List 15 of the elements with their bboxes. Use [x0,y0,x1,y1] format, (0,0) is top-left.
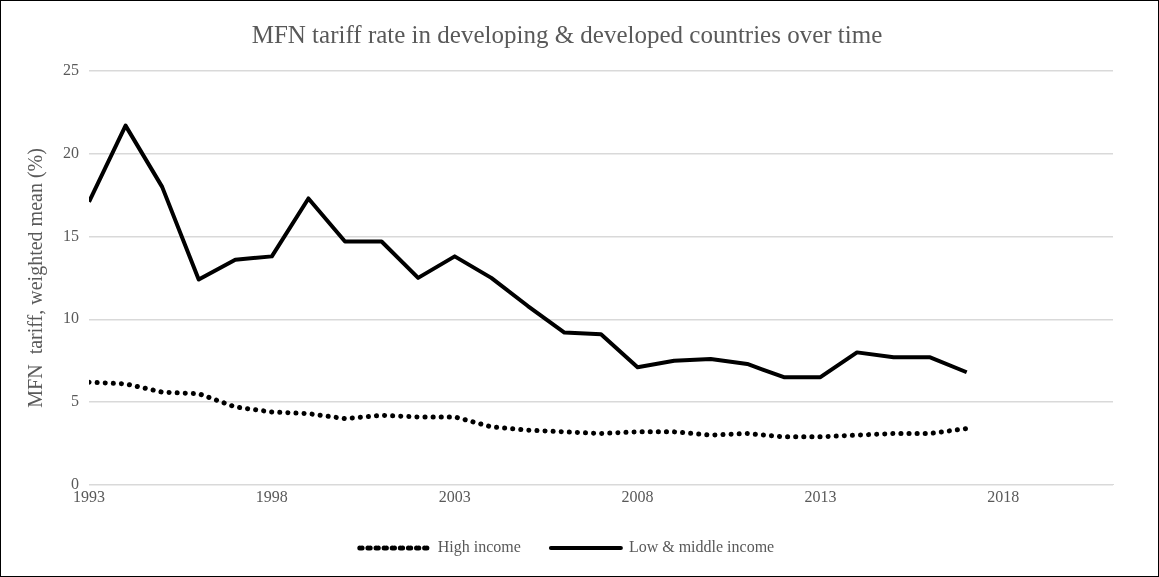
x-tick-label: 2003 [438,487,471,505]
x-tick-label: 1998 [255,487,288,505]
x-tick-label: 2018 [987,487,1020,505]
y-tick-label: 0 [71,475,79,492]
y-tick-label: 5 [71,392,79,410]
chart-title: MFN tariff rate in developing & developed countries over time [251,20,883,48]
y-axis-title: MFN tariff, weighted mean (%) [24,148,48,408]
y-tick-label: 20 [63,143,79,161]
x-tick-label: 2008 [621,487,654,505]
y-tick-label: 15 [63,226,79,244]
x-tick-label: 2013 [804,487,837,505]
legend-label: High income [437,538,521,557]
legend-label: Low & middle income [628,538,775,556]
y-tick-label: 10 [63,309,79,327]
y-tick-label: 25 [63,61,79,79]
